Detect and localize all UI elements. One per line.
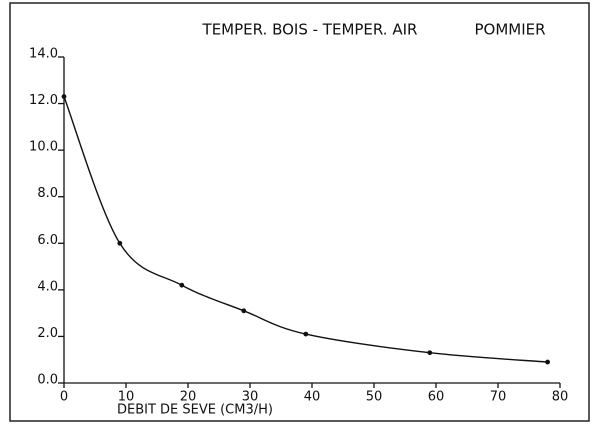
data-point xyxy=(117,240,123,246)
chart-title: TEMPER. BOIS - TEMPER. AIR xyxy=(202,21,418,39)
x-tick-label: 10 xyxy=(118,390,135,405)
frame xyxy=(9,2,590,422)
y-tick-label: 4.0 xyxy=(37,279,58,294)
x-tick-label: 60 xyxy=(428,390,445,405)
x-tick-label: 70 xyxy=(490,390,507,405)
y-tick-label: 2.0 xyxy=(37,326,58,341)
y-tick-label: 12.0 xyxy=(29,93,58,108)
y-tick-label: 10.0 xyxy=(29,140,58,155)
y-tick-label: 6.0 xyxy=(37,233,58,248)
x-tick-label: 80 xyxy=(552,390,569,405)
data-point xyxy=(179,282,185,288)
x-tick-label: 30 xyxy=(242,390,259,405)
x-tick-label: 40 xyxy=(304,390,321,405)
y-tick-label: 8.0 xyxy=(37,186,58,201)
data-point xyxy=(545,359,550,365)
data-point xyxy=(427,350,433,356)
x-axis-label: DEBIT DE SEVE (CM3/H) xyxy=(117,403,273,418)
y-tick-label: 14.0 xyxy=(29,47,58,62)
data-point xyxy=(61,94,67,99)
data-point xyxy=(303,331,309,337)
x-tick-label: 0 xyxy=(60,390,68,405)
y-tick-label: 0.0 xyxy=(37,373,58,388)
x-tick-label: 50 xyxy=(366,390,383,405)
data-point xyxy=(241,308,247,314)
data-line xyxy=(63,96,548,363)
x-tick-label: 20 xyxy=(180,390,197,405)
chart-subtitle: POMMIER xyxy=(474,21,545,39)
